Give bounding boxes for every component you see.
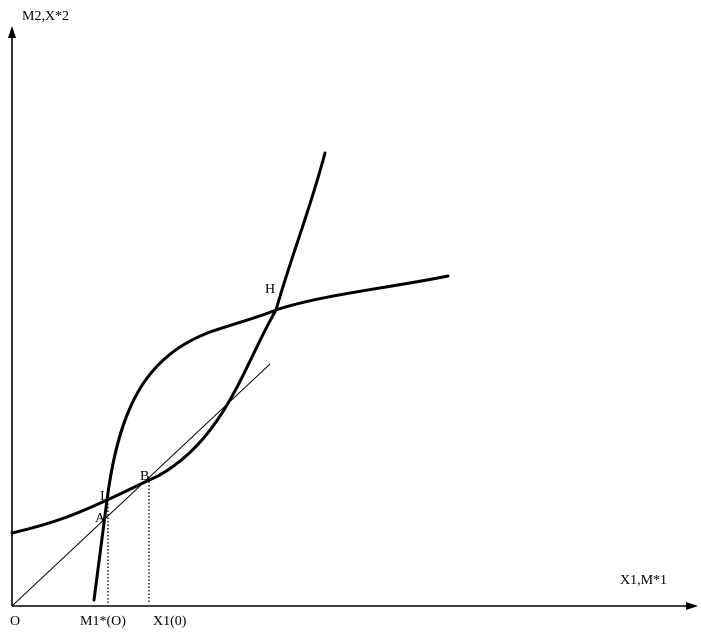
point-label-h: H	[265, 282, 275, 297]
point-label-i: I	[100, 489, 105, 504]
origin-label: O	[10, 614, 20, 629]
y-axis-arrowhead	[8, 26, 16, 38]
point-label-a: A	[95, 511, 106, 526]
tick-label-x1-0: X1(0)	[153, 614, 187, 629]
x-axis-arrowhead	[686, 602, 698, 610]
point-label-b: B	[140, 469, 149, 484]
curve-steep	[92, 151, 327, 602]
x-axis-label: X1,M*1	[620, 573, 667, 588]
curve-flat	[10, 274, 450, 535]
y-axis-label: M2,X*2	[22, 9, 69, 24]
tick-label-m1-star-0: M1*(O)	[80, 614, 126, 629]
